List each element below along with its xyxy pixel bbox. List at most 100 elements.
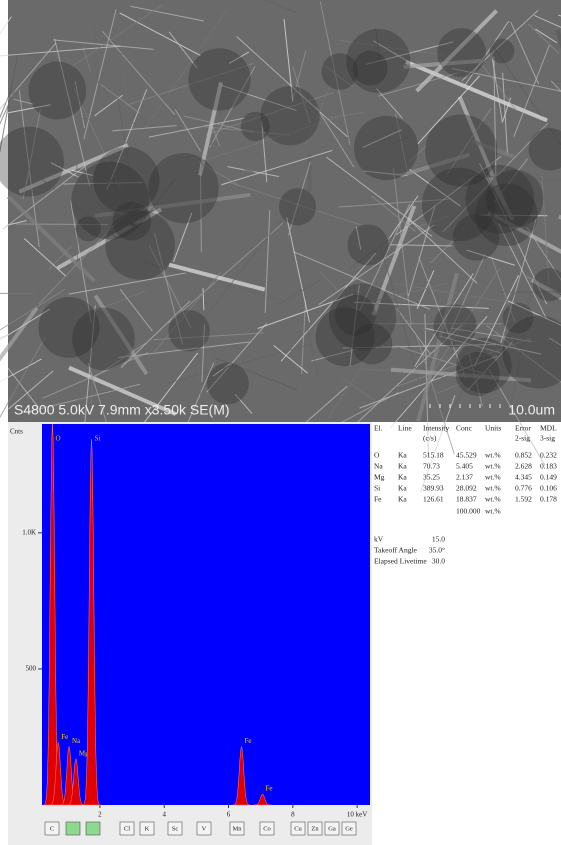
table-cell: 70.73 <box>423 462 440 471</box>
element-button-label: Mn <box>232 825 242 832</box>
peak-label: Si <box>95 435 101 443</box>
table-cell: Fe <box>374 495 382 504</box>
shadow <box>437 28 486 77</box>
peak-label: O <box>55 435 60 443</box>
element-button-label: Ge <box>345 825 353 832</box>
shadow <box>346 29 410 93</box>
table-total: 100.000 <box>456 507 481 516</box>
sem-caption: S4800 5.0kV 7.9mm x3.50k SE(M) <box>14 402 230 418</box>
shadow <box>475 184 537 246</box>
table-cell: wt.% <box>485 473 501 482</box>
shadow <box>148 153 218 223</box>
x-tick-label: 4 <box>162 811 166 819</box>
table-cell: Si <box>374 484 380 493</box>
element-button <box>66 822 80 835</box>
shadow <box>279 188 316 225</box>
peak-label: Fe <box>266 785 273 793</box>
table-cell: 0.852 <box>515 451 532 460</box>
table-cell: 2.137 <box>456 473 473 482</box>
element-button <box>86 822 100 835</box>
table-header: El. <box>374 424 383 433</box>
table-cell: 35.25 <box>423 473 440 482</box>
element-button-label: Ga <box>328 825 336 832</box>
condition-label: kV <box>374 535 384 544</box>
table-cell: 515.18 <box>423 451 444 460</box>
element-button-label: K <box>145 825 150 832</box>
table-header: 3-sig <box>540 434 555 443</box>
sem-scale: 10.0um <box>508 402 555 418</box>
peak-label: Fe <box>61 733 68 741</box>
table-cell: Ka <box>398 462 407 471</box>
table-header: (c/s) <box>423 434 437 443</box>
strand <box>309 155 310 192</box>
table-cell: Mg <box>374 473 385 482</box>
table-cell: wt.% <box>485 462 501 471</box>
peak-label: Fe <box>245 737 252 745</box>
figure: S4800 5.0kV 7.9mm x3.50k SE(M) 10.0um Cn… <box>0 0 561 845</box>
table-cell: wt.% <box>485 451 501 460</box>
table-header: 2-sig <box>515 434 530 443</box>
table-cell: 28.092 <box>456 484 477 493</box>
shadow <box>434 304 477 347</box>
table-cell: 126.61 <box>423 495 444 504</box>
table-cell: Ka <box>398 495 407 504</box>
element-button-label: V <box>202 825 207 832</box>
x-tick-label: 8 <box>291 811 295 819</box>
shadow <box>207 363 249 405</box>
element-button-label: Co <box>263 825 271 832</box>
y-axis-label: Cnts <box>10 428 23 436</box>
element-button-label: C <box>50 825 54 832</box>
table-cell: 0.232 <box>540 451 557 460</box>
results-table: El. Line Intensity(c/s) Conc Units Error2-sig… <box>374 424 557 566</box>
table-cell: Ka <box>398 473 407 482</box>
table-cell: Ka <box>398 451 407 460</box>
table-cell: 45.529 <box>456 451 477 460</box>
shadow <box>352 324 393 365</box>
element-button-label: Sc <box>172 825 179 832</box>
condition-value: 35.0° <box>429 546 445 555</box>
table-cell: Ka <box>398 484 407 493</box>
shadow <box>93 147 159 213</box>
shadow <box>168 310 209 351</box>
x-tick-label: 6 <box>227 811 231 819</box>
condition-label: Elapsed Livetime <box>374 557 427 566</box>
table-header: Error <box>515 424 531 433</box>
table-cell: 1.592 <box>515 495 532 504</box>
table-cell: 0.106 <box>540 484 557 493</box>
condition-label: Takeoff Angle <box>374 546 418 555</box>
table-header: Units <box>485 424 501 433</box>
peak-label: Na <box>72 737 81 745</box>
table-cell: 4.345 <box>515 473 532 482</box>
shadow <box>260 86 319 145</box>
x-tick-label: 2 <box>98 811 102 819</box>
table-cell: 5.405 <box>456 462 473 471</box>
x-tick-label: 10 keV <box>347 811 367 819</box>
shadow <box>28 62 86 120</box>
table-cell: 0.149 <box>540 473 557 482</box>
table-cell: Na <box>374 462 383 471</box>
y-tick-label: 1.0K <box>22 528 36 536</box>
condition-value: 30.0 <box>432 557 445 566</box>
element-button-label: Cl <box>124 825 130 832</box>
table-cell: 2.628 <box>515 462 532 471</box>
shadow <box>76 216 101 241</box>
table-total: wt.% <box>485 507 501 516</box>
table-cell: 0.776 <box>515 484 532 493</box>
table-cell: 18.837 <box>456 495 477 504</box>
table-cell: 0.183 <box>540 462 557 471</box>
condition-value: 15.0 <box>432 535 445 544</box>
table-cell: 389.93 <box>423 484 444 493</box>
table-header: Conc <box>456 424 473 433</box>
page: {"sem": {"caption": "S4800 5.0kV 7.9mm x… <box>0 0 561 845</box>
table-header: MDL <box>540 424 557 433</box>
element-button-label: Cu <box>294 825 302 832</box>
table-header: Line <box>398 424 412 433</box>
shadow <box>188 48 250 110</box>
shadow <box>39 297 100 358</box>
shadow <box>354 116 418 180</box>
table-cell: O <box>374 451 380 460</box>
table-cell: wt.% <box>485 495 501 504</box>
y-tick-label: 500 <box>26 665 37 673</box>
table-header: Intensity <box>423 424 449 433</box>
element-button-label: Zn <box>311 825 319 832</box>
